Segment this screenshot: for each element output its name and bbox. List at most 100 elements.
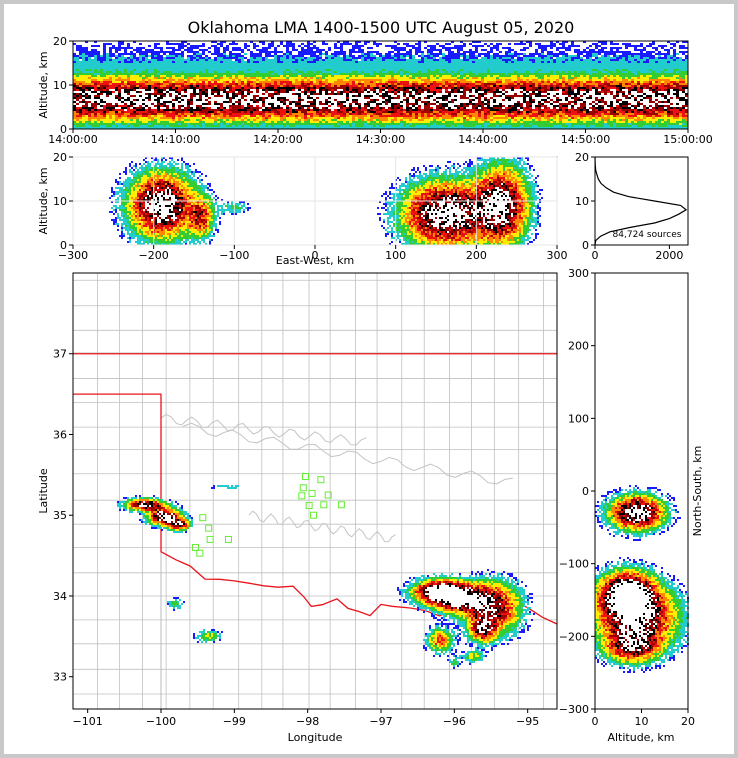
density-cell: [385, 99, 388, 101]
density-cell: [337, 63, 340, 65]
density-cell: [301, 117, 304, 119]
density-cell: [325, 43, 328, 45]
density-cell: [142, 85, 145, 87]
density-cell: [223, 55, 226, 57]
density-cell: [103, 71, 106, 73]
density-cell: [331, 91, 334, 93]
density-cell: [181, 89, 184, 91]
density-cell: [415, 107, 418, 109]
density-cell: [139, 103, 142, 105]
density-cell: [430, 73, 433, 75]
density-cell: [205, 91, 208, 93]
density-cell: [328, 101, 331, 103]
density-cell: [130, 87, 133, 89]
density-cell: [91, 87, 94, 89]
density-cell: [112, 109, 115, 111]
density-cell: [259, 91, 262, 93]
density-cell: [259, 73, 262, 75]
density-cell: [376, 95, 379, 97]
density-cell: [274, 79, 277, 81]
density-cell: [145, 125, 148, 127]
density-cell: [274, 127, 277, 129]
density-cell: [319, 75, 322, 77]
density-cell: [259, 97, 262, 99]
density-cell: [79, 71, 82, 73]
density-cell: [244, 91, 247, 93]
density-cell: [286, 109, 289, 111]
density-cell: [202, 91, 205, 93]
density-cell: [106, 75, 109, 77]
density-cell: [352, 107, 355, 109]
density-cell: [343, 79, 346, 81]
density-cell: [295, 79, 298, 81]
density-cell: [370, 71, 373, 73]
density-cell: [112, 83, 115, 85]
density-cell: [247, 81, 250, 83]
density-cell: [331, 107, 334, 109]
density-cell: [427, 93, 430, 95]
density-cell: [313, 111, 316, 113]
density-cell: [361, 79, 364, 81]
density-cell: [196, 125, 199, 127]
density-cell: [136, 77, 139, 79]
density-cell: [352, 103, 355, 105]
density-cell: [271, 119, 274, 121]
density-cell: [148, 107, 151, 109]
density-cell: [361, 107, 364, 109]
density-cell: [238, 99, 241, 101]
density-cell: [136, 121, 139, 123]
density-cell: [172, 99, 175, 101]
density-cell: [211, 119, 214, 121]
density-cell: [181, 71, 184, 73]
density-cell: [94, 115, 97, 117]
density-cell: [340, 105, 343, 107]
density-cell: [121, 97, 124, 99]
density-cell: [139, 59, 142, 61]
density-cell: [415, 49, 418, 51]
density-cell: [163, 127, 166, 129]
density-cell: [139, 87, 142, 89]
density-cell: [286, 45, 289, 47]
density-cell: [313, 99, 316, 101]
density-cell: [412, 77, 415, 79]
density-cell: [385, 77, 388, 79]
density-cell: [415, 117, 418, 119]
density-cell: [100, 93, 103, 95]
density-cell: [109, 83, 112, 85]
density-cell: [358, 95, 361, 97]
density-cell: [112, 61, 115, 63]
density-cell: [439, 75, 442, 77]
density-cell: [370, 109, 373, 111]
density-cell: [301, 127, 304, 129]
density-cell: [202, 45, 205, 47]
density-cell: [247, 59, 250, 61]
density-cell: [106, 97, 109, 99]
density-cell: [256, 57, 259, 59]
density-cell: [82, 75, 85, 77]
density-cell: [181, 75, 184, 77]
density-cell: [169, 71, 172, 73]
density-cell: [412, 93, 415, 95]
density-cell: [376, 93, 379, 95]
density-cell: [367, 87, 370, 89]
density-cell: [163, 63, 166, 65]
density-cell: [340, 121, 343, 123]
density-cell: [232, 41, 235, 43]
density-cell: [343, 99, 346, 101]
density-cell: [358, 115, 361, 117]
density-cell: [394, 83, 397, 85]
density-cell: [361, 45, 364, 47]
density-cell: [190, 83, 193, 85]
density-cell: [88, 89, 91, 91]
density-cell: [202, 43, 205, 45]
density-cell: [130, 93, 133, 95]
density-cell: [355, 97, 358, 99]
density-cell: [199, 107, 202, 109]
density-cell: [241, 103, 244, 105]
density-cell: [262, 73, 265, 75]
density-cell: [439, 61, 442, 63]
density-cell: [76, 107, 79, 109]
density-cell: [160, 127, 163, 129]
density-cell: [430, 105, 433, 107]
density-cell: [379, 67, 382, 69]
